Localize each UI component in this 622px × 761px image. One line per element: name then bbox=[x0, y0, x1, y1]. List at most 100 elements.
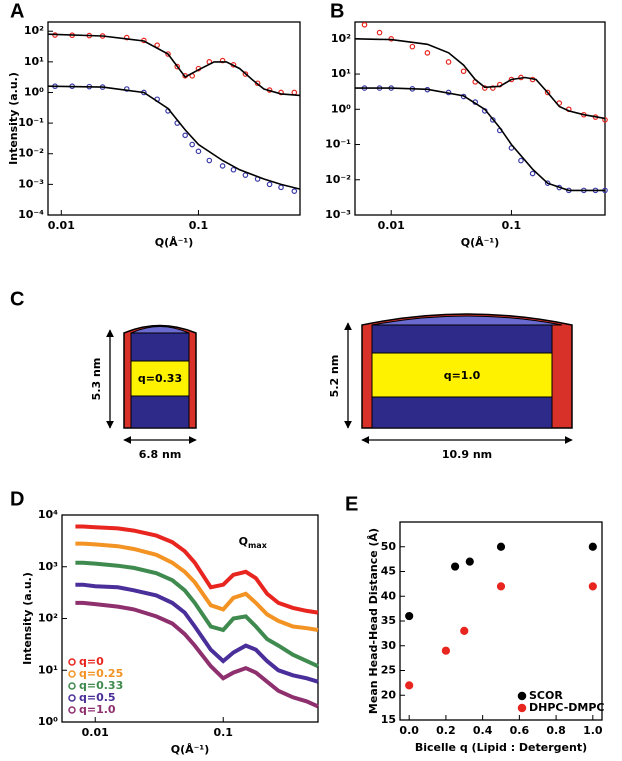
data-point bbox=[266, 181, 273, 188]
data-point bbox=[182, 132, 188, 139]
data-point bbox=[460, 68, 467, 75]
bicelle-label: q=0.33 bbox=[138, 372, 182, 385]
y-axis-label: Mean Head-Head Distance (Å) bbox=[367, 528, 380, 714]
panel-label: A bbox=[10, 0, 24, 22]
y-tick-label: 10² bbox=[331, 32, 351, 45]
height-label: 5.2 nm bbox=[328, 355, 341, 398]
y-tick-label: 15 bbox=[381, 713, 396, 726]
y-tick-label: 10¹ bbox=[38, 663, 58, 676]
panel-label: B bbox=[330, 0, 344, 22]
y-tick-label: 10⁻² bbox=[325, 173, 351, 186]
data-point bbox=[123, 86, 130, 92]
data-curve bbox=[75, 560, 319, 669]
panel-label: E bbox=[345, 493, 358, 515]
width-label: 10.9 nm bbox=[442, 448, 492, 461]
x-tick-label: 1.0 bbox=[583, 724, 603, 737]
legend-label: DHPC-DMPC bbox=[529, 701, 605, 714]
legend-marker bbox=[517, 703, 527, 713]
data-point bbox=[219, 163, 226, 169]
y-tick-label: 25 bbox=[381, 664, 396, 677]
scatter-point bbox=[465, 557, 474, 566]
x-tick-label: 0.1 bbox=[213, 726, 233, 739]
x-tick-label: 0.01 bbox=[378, 219, 405, 232]
legend-marker bbox=[68, 658, 76, 666]
plot-frame bbox=[47, 21, 301, 216]
data-point bbox=[361, 21, 368, 28]
legend-label: q=0.25 bbox=[79, 667, 123, 680]
legend-marker bbox=[68, 670, 76, 678]
fit-line bbox=[354, 38, 606, 120]
data-point bbox=[242, 71, 249, 77]
scatter-point bbox=[588, 542, 597, 551]
data-point bbox=[206, 157, 213, 164]
data-point bbox=[123, 34, 130, 41]
data-point bbox=[544, 89, 551, 96]
x-tick-label: 0.01 bbox=[48, 219, 75, 232]
y-tick-label: 10¹ bbox=[331, 67, 351, 80]
bicelle-label: q=1.0 bbox=[444, 369, 481, 382]
data-point bbox=[291, 89, 298, 96]
data-point bbox=[165, 51, 171, 57]
data-point bbox=[376, 29, 383, 36]
legend-marker bbox=[68, 682, 76, 690]
y-tick-label: 35 bbox=[381, 614, 396, 627]
y-tick-label: 10⁻³ bbox=[18, 177, 44, 190]
x-tick-label: 0.4 bbox=[473, 724, 493, 737]
legend-marker bbox=[68, 694, 76, 702]
data-point bbox=[219, 57, 226, 64]
y-tick-label: 10³ bbox=[38, 560, 58, 573]
fit-line bbox=[47, 33, 301, 97]
scatter-point bbox=[405, 611, 414, 621]
plot-frame bbox=[399, 521, 603, 721]
y-tick-label: 10⁰ bbox=[38, 715, 58, 728]
data-curve bbox=[75, 541, 319, 632]
data-point bbox=[445, 59, 452, 65]
data-point bbox=[490, 117, 496, 123]
scatter-point bbox=[588, 582, 597, 591]
x-tick-label: 0.6 bbox=[510, 724, 530, 737]
y-axis-label: Intensity (a.u.) bbox=[7, 72, 20, 165]
legend-label: q=0.5 bbox=[79, 691, 116, 704]
y-tick-label: 10⁻³ bbox=[325, 208, 351, 221]
x-tick-label: 0.1 bbox=[189, 219, 209, 232]
plot-frame bbox=[354, 21, 606, 216]
data-point bbox=[242, 172, 249, 178]
annotation-sub: max bbox=[248, 541, 268, 550]
data-point bbox=[278, 184, 284, 191]
scatter-point bbox=[496, 582, 506, 591]
data-point bbox=[195, 148, 202, 155]
panel-label: C bbox=[10, 288, 24, 310]
annotation: Qmax bbox=[239, 535, 268, 550]
y-tick-label: 10⁻⁴ bbox=[18, 208, 44, 221]
x-tick-label: 0.01 bbox=[82, 726, 109, 739]
legend-label: q=1.0 bbox=[79, 703, 116, 716]
y-tick-label: 10⁻¹ bbox=[325, 138, 351, 151]
legend-marker bbox=[68, 706, 76, 714]
data-curve bbox=[75, 582, 319, 684]
y-tick-label: 45 bbox=[381, 565, 396, 578]
fit-line bbox=[355, 87, 605, 192]
scatter-point bbox=[441, 646, 451, 655]
y-axis-label: Intensity (a.u.) bbox=[21, 572, 34, 665]
y-tick-label: 10¹ bbox=[24, 55, 44, 68]
x-tick-label: 0.8 bbox=[546, 724, 566, 737]
x-tick-label: 0.1 bbox=[502, 219, 522, 232]
panel-label: D bbox=[10, 488, 24, 510]
annotation-text: Q bbox=[239, 535, 248, 548]
y-tick-label: 50 bbox=[381, 540, 397, 553]
y-tick-label: 10⁰ bbox=[331, 102, 351, 115]
fit-line bbox=[47, 85, 301, 190]
x-tick-label: 0.2 bbox=[436, 724, 456, 737]
y-tick-label: 40 bbox=[381, 589, 397, 602]
data-point bbox=[291, 188, 298, 194]
y-tick-label: 10⁰ bbox=[24, 85, 44, 98]
y-tick-label: 10⁻² bbox=[18, 147, 44, 160]
data-point bbox=[529, 170, 536, 177]
x-axis-label: Q(Å⁻¹) bbox=[155, 236, 194, 249]
y-tick-label: 10² bbox=[24, 24, 44, 37]
data-curve bbox=[75, 600, 319, 709]
legend-label: q=0.33 bbox=[79, 679, 123, 692]
x-axis-label: Q(Å⁻¹) bbox=[461, 236, 500, 249]
